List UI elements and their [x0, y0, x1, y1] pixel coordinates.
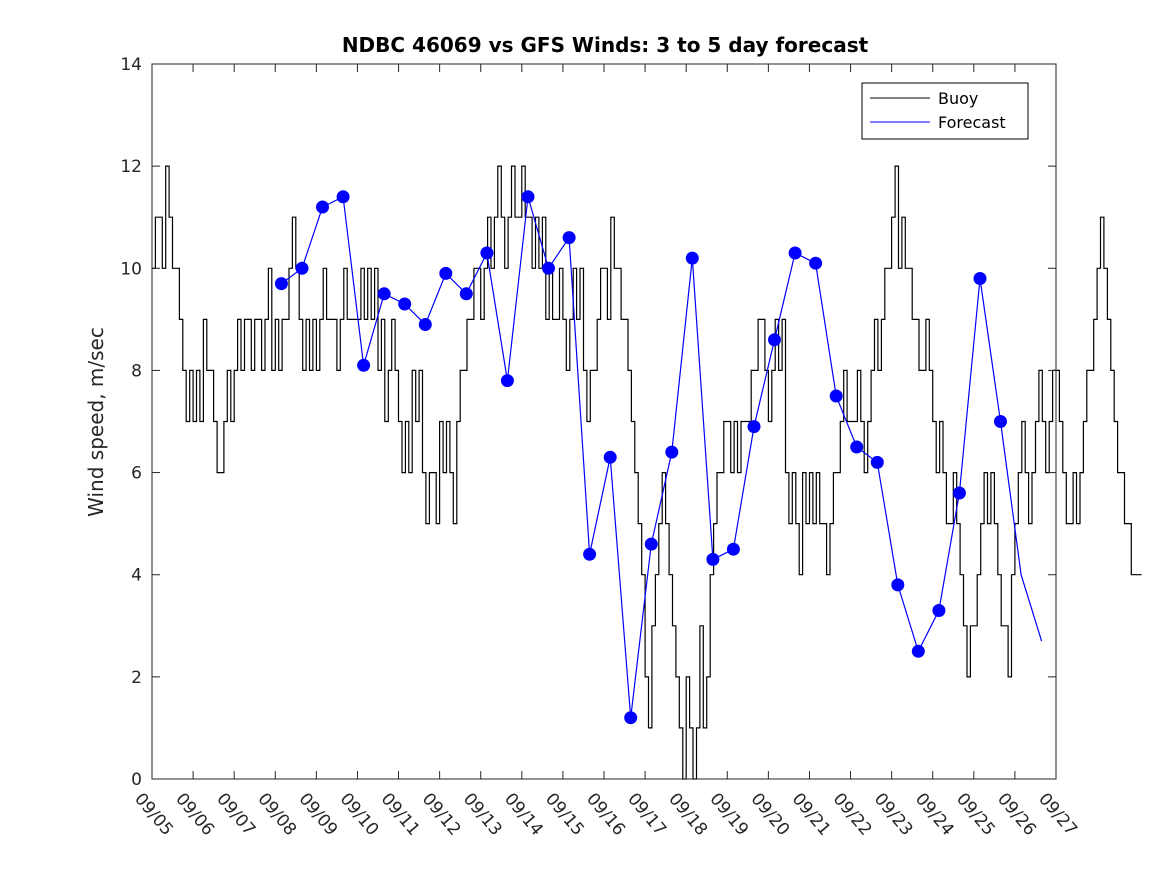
forecast-marker — [973, 272, 987, 285]
forecast-marker — [377, 287, 391, 301]
x-tick-label: 09/20 — [747, 789, 794, 839]
forecast-marker — [665, 445, 679, 459]
forecast-marker — [911, 644, 925, 658]
axes: 0246810121409/0509/0609/0709/0809/0909/1… — [120, 55, 1081, 840]
x-tick-label: 09/24 — [911, 789, 958, 839]
chart-title: NDBC 46069 vs GFS Winds: 3 to 5 day fore… — [342, 33, 869, 57]
x-tick-label: 09/06 — [171, 789, 218, 839]
forecast-marker — [562, 231, 576, 245]
x-tick-label: 09/05 — [130, 789, 177, 839]
forecast-marker — [295, 261, 309, 275]
forecast-marker — [726, 542, 740, 556]
x-tick-label: 09/26 — [993, 789, 1040, 839]
forecast-marker — [480, 246, 494, 260]
x-tick-label: 09/18 — [664, 789, 711, 839]
forecast-marker — [357, 358, 371, 372]
forecast-series-line — [281, 195, 1043, 718]
forecast-marker — [398, 297, 412, 311]
x-tick-label: 09/08 — [253, 789, 300, 839]
x-tick-label: 09/09 — [295, 789, 342, 839]
forecast-marker — [644, 537, 658, 551]
x-tick-label: 09/19 — [705, 789, 752, 839]
y-tick-label: 10 — [120, 259, 142, 279]
forecast-marker — [788, 246, 802, 260]
forecast-marker — [747, 420, 761, 434]
legend: Buoy Forecast — [861, 82, 1029, 140]
legend-label-forecast: Forecast — [938, 113, 1006, 132]
forecast-marker — [706, 552, 720, 566]
forecast-marker — [418, 318, 432, 331]
forecast-marker — [829, 389, 843, 403]
forecast-marker — [274, 277, 288, 291]
x-tick-label: 09/22 — [829, 789, 876, 839]
plot-area — [152, 165, 1142, 780]
forecast-marker — [500, 374, 514, 388]
forecast-marker — [932, 604, 946, 617]
forecast-marker — [316, 200, 329, 214]
y-tick-label: 8 — [131, 361, 142, 381]
forecast-marker — [521, 190, 535, 204]
forecast-marker — [542, 261, 555, 275]
forecast-marker — [768, 333, 781, 347]
forecast-marker — [994, 415, 1007, 428]
y-tick-label: 4 — [131, 566, 142, 586]
x-tick-label: 09/14 — [500, 789, 547, 839]
legend-label-buoy: Buoy — [938, 89, 978, 108]
x-tick-label: 09/12 — [418, 789, 465, 839]
x-tick-label: 09/23 — [870, 789, 917, 839]
x-tick-label: 09/15 — [541, 789, 588, 839]
legend-box — [861, 82, 1029, 140]
y-tick-label: 12 — [120, 157, 142, 177]
forecast-marker — [870, 455, 884, 469]
x-tick-label: 09/27 — [1034, 789, 1081, 839]
x-tick-label: 09/10 — [336, 789, 383, 839]
y-tick-label: 6 — [131, 464, 142, 484]
x-tick-label: 09/11 — [377, 789, 424, 839]
y-axis-label: Wind speed, m/sec — [84, 327, 108, 517]
y-tick-label: 2 — [131, 668, 142, 688]
x-tick-label: 09/16 — [582, 789, 629, 839]
forecast-marker — [850, 440, 864, 454]
forecast-marker — [685, 251, 699, 265]
forecast-marker — [583, 547, 597, 561]
buoy-series-line — [152, 165, 1142, 780]
forecast-marker — [603, 450, 617, 464]
forecast-marker — [952, 486, 966, 500]
x-tick-label: 09/17 — [623, 789, 670, 839]
x-tick-label: 09/07 — [212, 789, 259, 839]
forecast-marker — [459, 287, 473, 301]
forecast-marker — [809, 256, 823, 270]
y-tick-label: 14 — [120, 55, 142, 75]
x-tick-label: 09/25 — [952, 789, 999, 839]
axes-frame — [151, 63, 1057, 780]
y-tick-label: 0 — [131, 770, 142, 790]
forecast-marker — [624, 711, 638, 725]
forecast-marker — [336, 190, 350, 204]
forecast-marker — [439, 266, 453, 280]
x-tick-label: 09/21 — [788, 789, 835, 839]
x-tick-label: 09/13 — [459, 789, 506, 839]
forecast-marker — [891, 578, 905, 592]
